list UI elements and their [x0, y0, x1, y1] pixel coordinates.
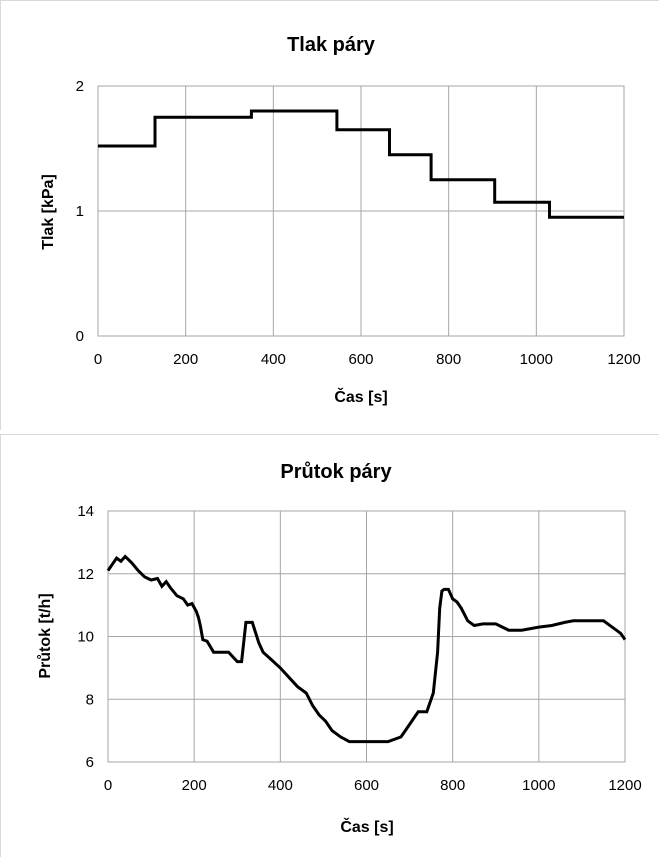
pressure-chart-title: Tlak páry [287, 34, 376, 56]
pressure-x-tick-label: 400 [261, 351, 286, 368]
flow-x-tick-label: 0 [104, 777, 112, 794]
pressure-x-tick-label: 800 [436, 351, 461, 368]
pressure-x-tick-label: 1000 [520, 351, 553, 368]
pressure-x-tick-label: 600 [348, 351, 373, 368]
pressure-x-tick-label: 1200 [607, 351, 640, 368]
flow-series-line [106, 554, 627, 744]
flow-y-tick-label: 8 [86, 691, 94, 708]
flow-x-tick-label: 200 [182, 777, 207, 794]
flow-y-tick-label: 14 [77, 503, 94, 520]
flow-chart-panel: Průtok páry 6 8 10 12 14 0 200 400 600 800 1000 12… [0, 434, 659, 857]
flow-chart-title: Průtok páry [280, 461, 392, 483]
pressure-y-tick-label: 1 [76, 203, 84, 220]
pressure-chart-y-axis-title: Tlak [kPa] [40, 174, 57, 250]
pressure-chart-x-axis-title: Čas [s] [334, 387, 387, 406]
flow-y-tick-label: 6 [86, 754, 94, 771]
flow-y-tick-label: 10 [77, 629, 94, 646]
pressure-y-tick-label: 0 [76, 328, 84, 345]
flow-y-tick-label: 12 [77, 566, 94, 583]
pressure-x-tick-label: 200 [173, 351, 198, 368]
pressure-y-tick-label: 2 [76, 78, 84, 95]
pressure-chart-panel: Tlak páry 0 1 2 0 200 400 600 800 1000 1200 Čas … [0, 0, 659, 430]
pressure-series-line [98, 109, 624, 219]
flow-x-tick-label: 600 [354, 777, 379, 794]
flow-chart-x-axis-title: Čas [s] [340, 817, 393, 836]
flow-chart-y-axis-title: Průtok [t/h] [37, 593, 54, 678]
flow-x-tick-label: 1200 [608, 777, 641, 794]
flow-x-tick-label: 400 [268, 777, 293, 794]
pressure-chart-svg: Tlak páry 0 1 2 0 200 400 600 800 1000 1200 Čas … [40, 34, 641, 406]
flow-x-tick-label: 1000 [522, 777, 555, 794]
flow-chart-svg: Průtok páry 6 8 10 12 14 0 200 400 600 800 1000 12… [37, 461, 642, 836]
flow-x-tick-label: 800 [440, 777, 465, 794]
pressure-x-tick-label: 0 [94, 351, 102, 368]
